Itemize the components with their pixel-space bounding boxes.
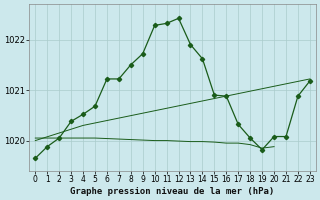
X-axis label: Graphe pression niveau de la mer (hPa): Graphe pression niveau de la mer (hPa) — [70, 187, 275, 196]
